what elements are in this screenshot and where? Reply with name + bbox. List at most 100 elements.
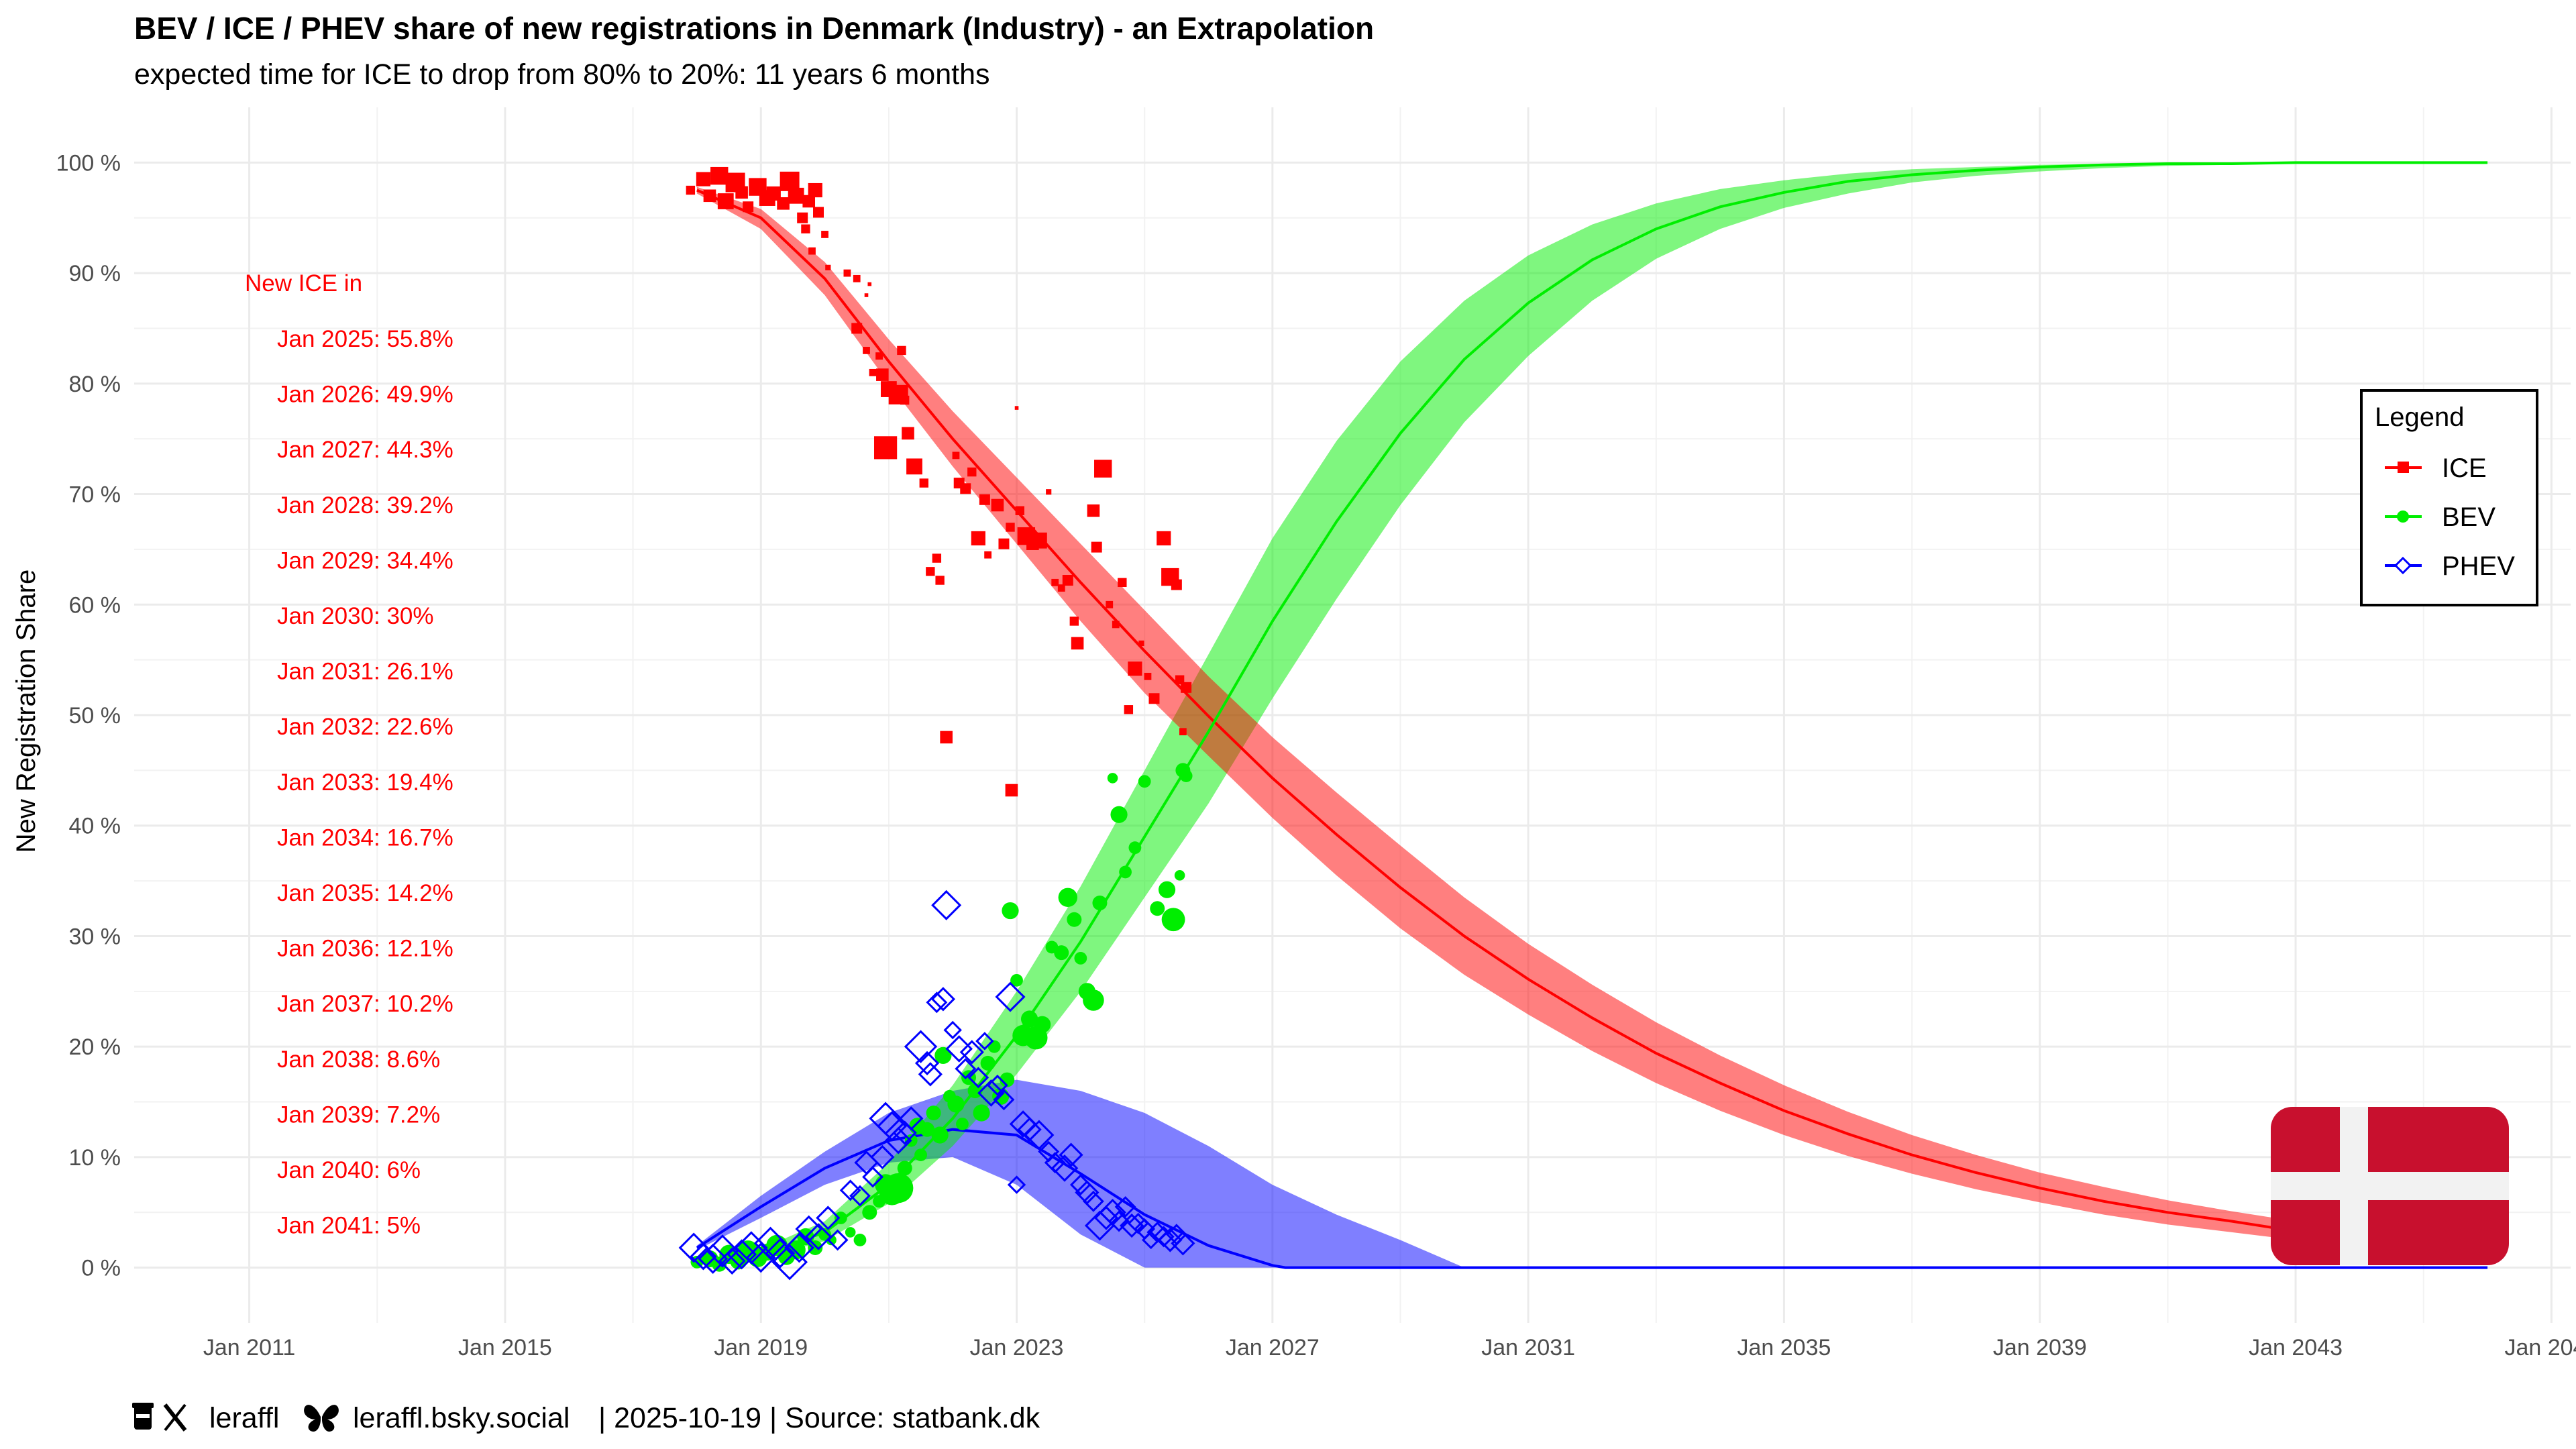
bev-point [1128,841,1142,855]
legend-phev-diamond-icon [2394,556,2412,575]
legend-item-ice: ICE [2385,453,2487,483]
bev-point [883,1173,914,1203]
bev-point [1179,769,1193,782]
phev-point [765,1238,796,1269]
y-axis-ticks: 0 % 10 % 20 % 30 % 40 % 50 % 60 % 70 % 80 % 90 % 1… [56,150,121,1281]
phev-point [995,981,1026,1012]
phev-point [918,1062,943,1087]
legend-item-bev: BEV [2385,502,2496,532]
phev-point [959,1040,984,1065]
legend-label-ice: ICE [2442,453,2487,483]
phev-point [678,1232,709,1263]
ice-point [1144,672,1152,680]
footer-handle-bsky: leraffl.bsky.social [353,1402,570,1434]
ice-point [1057,584,1065,592]
bev-point [1161,908,1185,932]
ice-point [1046,489,1052,495]
ice-point [1069,616,1079,626]
ice-point [1030,532,1047,549]
ice-point [853,274,861,282]
ice-point [971,531,985,546]
annotation-line: Jan 2036: 12.1% [277,936,453,962]
legend-ice-square-icon [2398,462,2409,473]
phev-fit-line [696,1128,2488,1269]
bev-fit-line [696,161,2488,1264]
bev-point [1119,865,1132,879]
annotation-line: Jan 2030: 30% [277,603,434,629]
bev-point [808,1240,823,1255]
ice-point [1112,621,1120,629]
ice-point [998,538,1010,549]
ice-point [703,189,716,203]
ice-point [1124,705,1134,714]
phev-point [849,1185,871,1207]
bev-point [1107,773,1118,784]
annotation-line: Jan 2041: 5% [277,1213,421,1239]
x-tick-label: Jan 2035 [1737,1335,1831,1360]
phev-point [804,1223,833,1250]
footer-handle-x: leraffl [209,1402,279,1434]
annotation-line: Jan 2038: 8.6% [277,1046,440,1073]
bev-point [980,1055,996,1071]
ice-point [1094,460,1112,478]
phev-point [1007,1175,1026,1194]
y-tick-label: 40 % [69,814,121,839]
annotation-line: Jan 2029: 34.4% [277,547,453,574]
bev-point [1074,952,1087,965]
bev-point [862,1205,877,1220]
bev-point [1110,806,1128,823]
bev-point [834,1212,847,1224]
phev-point [967,1067,989,1089]
bev-point [1138,775,1151,788]
ice-point [1171,579,1182,590]
phev-point [993,1089,1015,1111]
bev-point [956,1118,969,1130]
bev-point [1174,870,1185,881]
phev-point [1059,1142,1083,1167]
ice-point [1181,682,1192,693]
x-tick-label: Jan 2047 [2504,1335,2576,1360]
chart-title: BEV / ICE / PHEV share of new registrati… [134,11,1374,46]
ice-fit-line [696,189,2488,1250]
annotation-line: Jan 2027: 44.3% [277,437,453,463]
phev-point [784,1232,814,1263]
ice-point [696,172,711,186]
ice-point [1128,661,1142,676]
phev-point [1171,1231,1195,1256]
phev-point [931,890,962,920]
phev-point [1114,1196,1136,1218]
phev-point [977,1079,1005,1107]
phev-point [718,1247,746,1275]
bev-point [1054,945,1069,961]
phev-point [698,1243,729,1274]
annotation-line: Jan 2026: 49.9% [277,382,453,408]
ice-point [843,269,851,277]
ice-point [788,187,804,204]
phev-point [1093,1205,1119,1230]
legend-item-phev: PHEV [2385,551,2515,581]
phev-point [1108,1210,1130,1232]
annotation-line: Jan 2034: 16.7% [277,824,453,851]
phev-point [987,1074,1008,1096]
bev-point [1067,912,1082,927]
ice-point [1157,531,1171,546]
legend-box [2360,389,2538,606]
bev-point [1058,888,1077,908]
ice-point [825,264,831,270]
ice-point [808,247,816,255]
phev-point [943,1020,962,1040]
ice-point [686,185,696,195]
ice-point [876,368,889,381]
bev-point [934,1046,952,1064]
ice-point [952,451,960,460]
x-logo-icon [163,1403,187,1432]
phev-point [706,1234,739,1268]
ice-point [1014,406,1019,410]
legend: Legend ICE BEV PHEV [2360,389,2538,606]
y-tick-label: 70 % [69,482,121,508]
phev-point [1024,1120,1055,1150]
ice-point [802,195,816,208]
ice-point [932,553,942,563]
bev-point [947,1095,965,1113]
phev-point [839,1179,861,1201]
